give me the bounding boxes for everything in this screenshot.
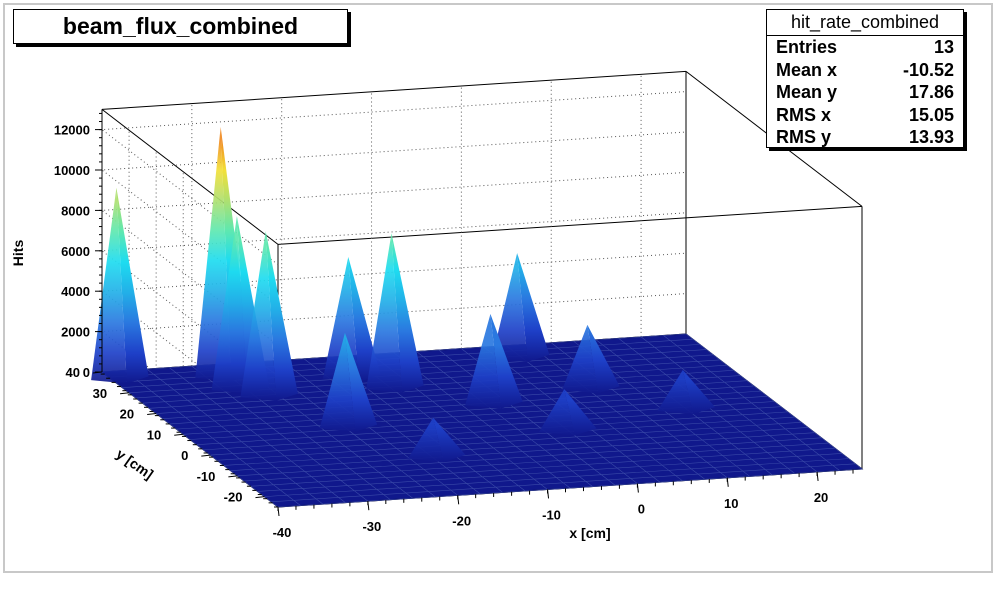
surface-peak [657,369,716,415]
x-tick-label: 10 [724,496,738,511]
floor-mesh [142,364,727,404]
floor-mesh [217,421,802,461]
peak-face-right [587,324,620,394]
stats-row-mean-y: Mean y 17.86 [776,82,954,102]
z-tick-label: 12000 [54,123,90,138]
peak-face-right [517,253,550,362]
stats-box: hit_rate_combined Entries 13 Mean x -10.52… [766,9,964,148]
x-tick-label: -40 [273,525,292,540]
peak-face-left [195,126,232,382]
y-tick-label: -10 [197,469,216,484]
peak-face-left [366,233,402,393]
floor-mesh [244,442,829,482]
peak-face-left [538,389,575,436]
peak-face-left [407,417,444,463]
y-tick-label: 10 [147,427,161,442]
y-tick [228,475,238,478]
floor-mesh [210,416,795,456]
stats-row-entries: Entries 13 [776,37,954,57]
z-tick-label: 0 [83,365,90,380]
floor-mesh [237,437,822,477]
y-tick [255,496,265,499]
peak-face-right [391,233,424,393]
surface-peak [407,417,466,463]
pad-border [3,3,993,573]
box-edge [101,70,687,110]
peak-face-right [564,389,597,436]
floor-mesh [162,380,747,420]
surface-peak [240,231,298,401]
z-tick-label: 10000 [54,163,90,178]
floor-mesh [149,370,734,409]
surface-peak [491,253,550,362]
peak-face-right [265,231,298,401]
peak-face-right [490,313,523,409]
peak-face-right [433,417,466,463]
peak-face-left [240,231,277,401]
surface-peak [562,324,620,394]
y-axis-label: y [cm] [113,446,156,483]
floor-mesh [264,458,849,497]
y-tick-label: -20 [224,490,243,505]
x-axis-label: x [cm] [569,525,610,541]
surface-peaks [91,126,716,463]
peak-face-left [657,369,694,415]
y-tick [174,433,184,436]
stats-title: hit_rate_combined [767,10,963,36]
surface-peak [366,233,424,393]
surface-peak [319,332,378,432]
plot-title: beam_flux_combined [13,9,348,44]
stats-row-mean-x: Mean x -10.52 [776,59,954,80]
y-tick [147,413,157,416]
z-axis-label: Hits [10,240,26,267]
x-tick-label: -20 [452,513,471,528]
floor-mesh [169,385,754,425]
z-tick-label: 4000 [61,284,90,299]
peak-face-left [211,216,248,394]
peak-face-left [491,253,528,362]
z-tick-label: 2000 [61,325,90,340]
floor-mesh [223,427,808,466]
peak-face-left [465,313,501,409]
peak-face-left [319,332,356,432]
floor-mesh [271,463,856,503]
peak-face-right [344,332,378,432]
stats-row-rms-y: RMS y 13.93 [776,127,954,147]
y-tick [201,454,211,457]
peak-face-left [91,187,127,384]
box-edge [277,205,863,245]
floor-mesh [257,453,842,492]
x-tick-label: 20 [814,490,828,505]
z-gridline [100,91,687,265]
x-tick-label: -10 [542,507,561,522]
x-tick-label: -30 [362,519,381,534]
floor-mesh [176,390,761,430]
peak-face-right [116,187,149,384]
floor-mesh [156,375,741,414]
floor-mesh [250,447,835,487]
z-tick-label: 8000 [61,203,90,218]
surface-peak [538,389,597,436]
floor-mesh [230,432,815,471]
floor-mesh [203,411,788,451]
y-tick [120,392,130,395]
peak-face-left [562,324,598,394]
y-tick-label: 0 [181,448,188,463]
x-tick-label: 0 [638,502,645,517]
z-tick-label: 6000 [61,244,90,259]
surface-peak [465,313,523,409]
box-edge [101,109,279,245]
peak-face-right [682,369,716,415]
y-tick-label: 40 [66,365,80,380]
y-tick-label: 20 [120,407,134,422]
stats-row-rms-x: RMS x 15.05 [776,104,954,125]
y-tick-label: 30 [93,386,107,401]
floor-mesh [277,468,863,508]
surface-peak [91,187,149,384]
